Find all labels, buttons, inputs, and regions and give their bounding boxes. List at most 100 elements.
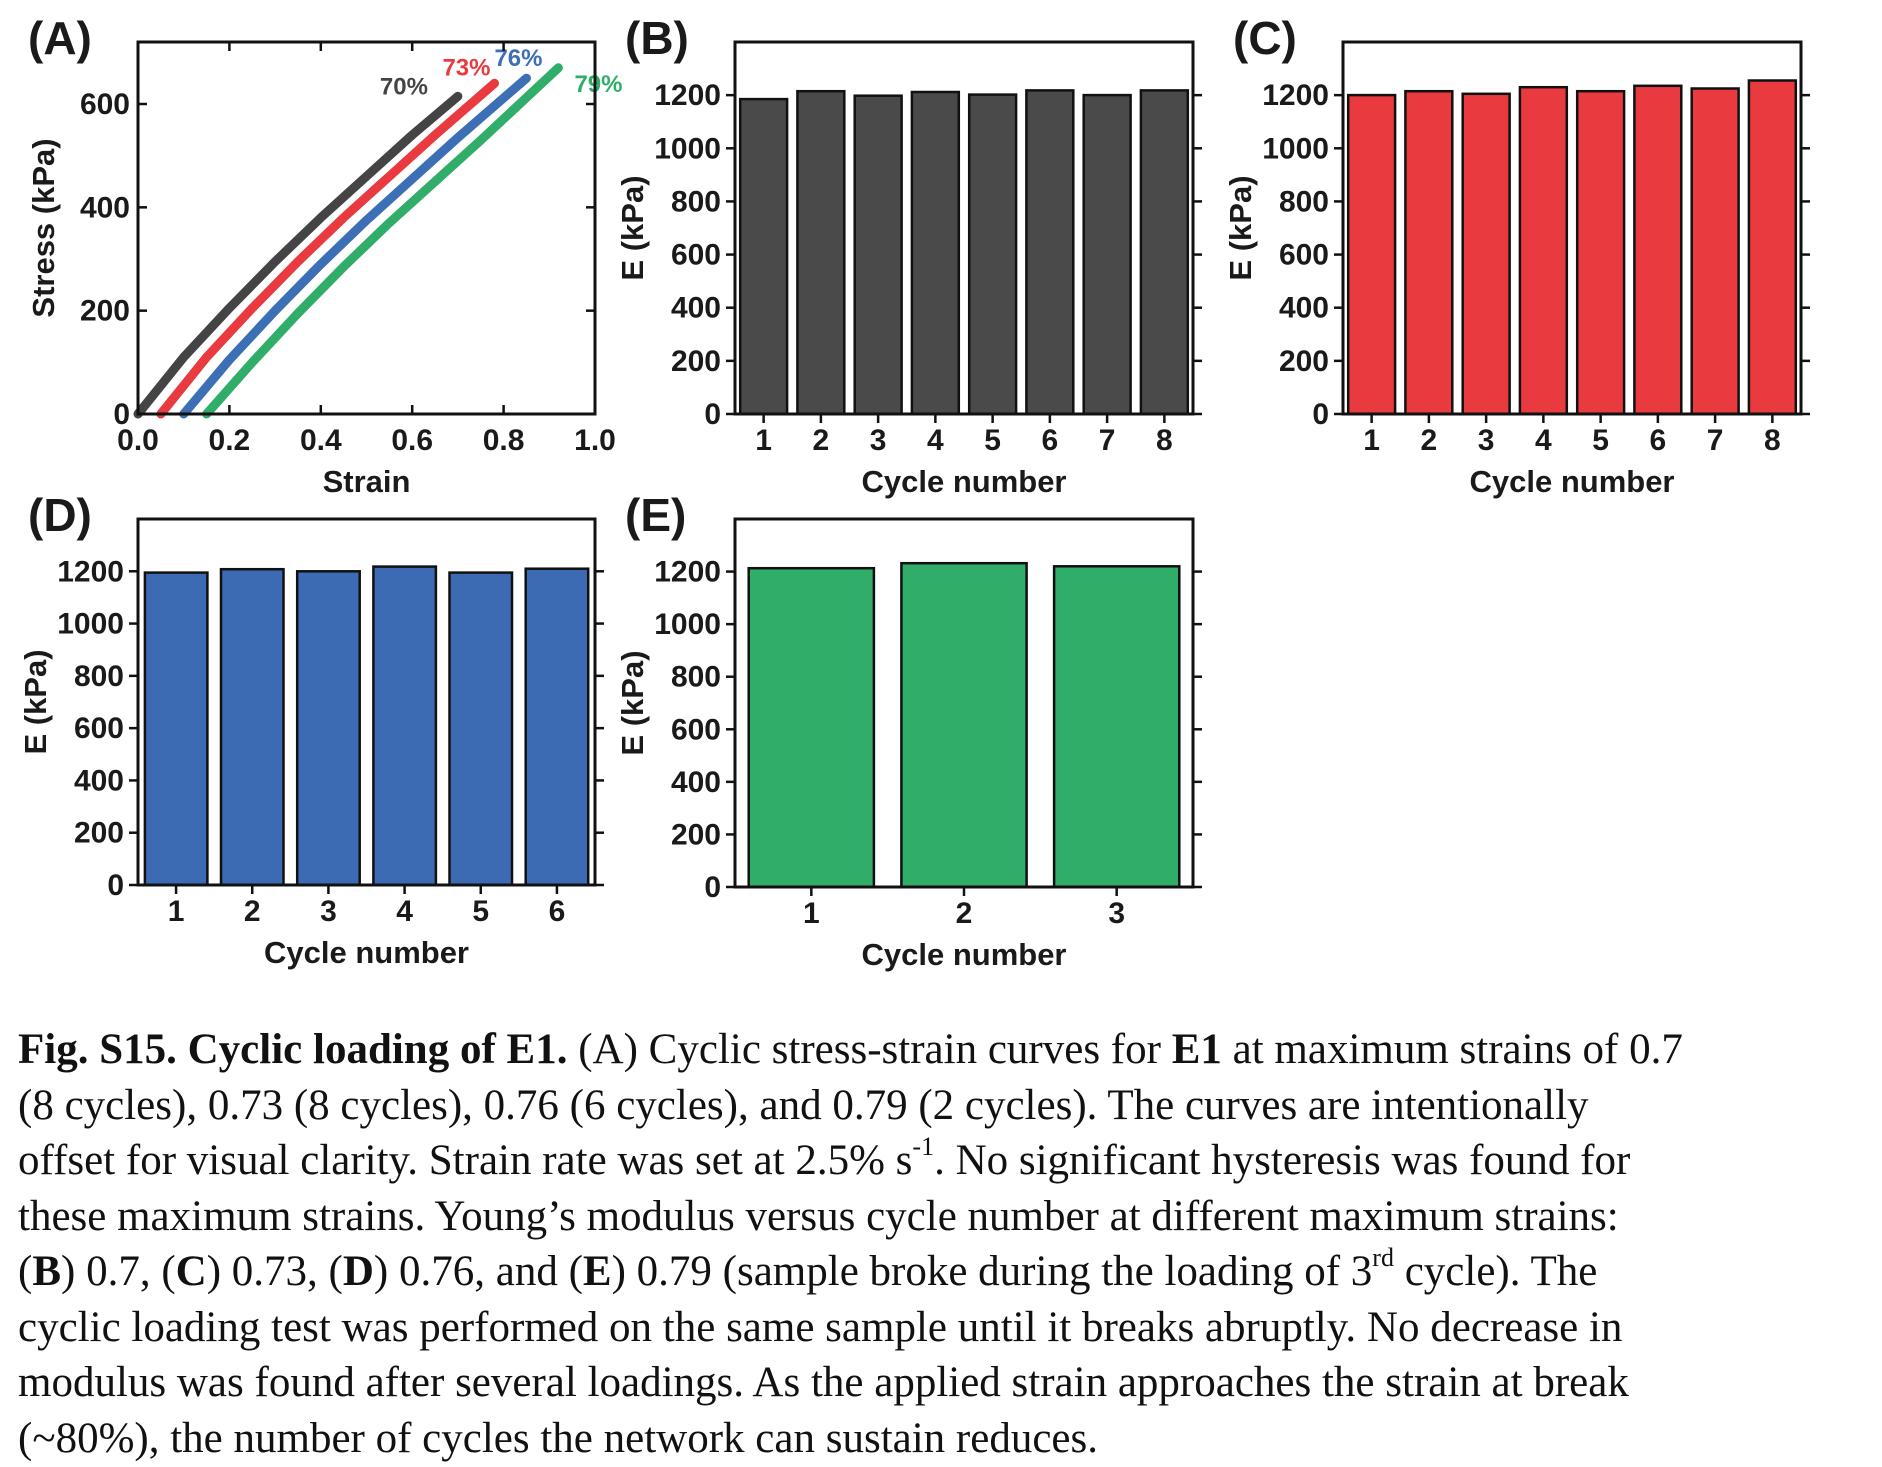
series-line-70pct bbox=[133, 91, 463, 419]
series-label: 70% bbox=[380, 73, 428, 100]
panel-a: (A) 70% 73% 76% 79% 0.0 0.2 0.4 0.6 0.8 1.0 0 200 400… bbox=[26, 12, 622, 499]
plot-frame bbox=[1341, 40, 1803, 416]
caption-lead: Fig. S15. Cyclic loading of E1. bbox=[18, 1026, 568, 1073]
x-tick-label: 5 bbox=[472, 895, 489, 928]
bar-cycle-7 bbox=[1082, 93, 1132, 416]
panel-label: (D) bbox=[28, 489, 92, 541]
y-tick-label: 800 bbox=[1279, 185, 1329, 218]
x-tick-label: 1 bbox=[168, 895, 185, 928]
y-tick-label: 0 bbox=[1312, 398, 1329, 431]
bar-cycle-1 bbox=[738, 97, 789, 416]
bar-cycle-3 bbox=[853, 94, 903, 416]
bar-cycle-8 bbox=[1139, 89, 1190, 416]
x-tick-label: 1 bbox=[755, 424, 772, 457]
x-tick-label: 2 bbox=[1421, 424, 1438, 457]
series-line-73pct bbox=[156, 78, 499, 419]
caption-line-1: Fig. S15. Cyclic loading of E1. (A) Cycl… bbox=[18, 1026, 1683, 1073]
y-tick-label: 600 bbox=[80, 88, 130, 121]
y-tick-label: 1000 bbox=[654, 132, 721, 165]
y-tick-label: 1200 bbox=[654, 556, 721, 589]
y-tick-label: 400 bbox=[80, 191, 130, 224]
y-tick-label: 600 bbox=[671, 239, 721, 272]
x-tick-label: 4 bbox=[396, 895, 413, 928]
series-line-79pct bbox=[202, 63, 563, 419]
y-tick-label: 800 bbox=[671, 185, 721, 218]
x-tick-label: 7 bbox=[1099, 424, 1116, 457]
x-tick-label: 0.6 bbox=[391, 424, 433, 457]
caption-line-5: (B) 0.7, (C) 0.73, (D) 0.76, and (E) 0.7… bbox=[18, 1242, 1598, 1295]
y-tick-label: 200 bbox=[80, 295, 130, 328]
x-axis-title: Cycle number bbox=[861, 937, 1066, 972]
panel-label: (A) bbox=[28, 12, 92, 64]
x-tick-label: 3 bbox=[870, 424, 887, 457]
x-tick-label: 8 bbox=[1156, 424, 1173, 457]
y-tick-label: 200 bbox=[671, 818, 721, 851]
y-axis-title: E (kPa) bbox=[615, 650, 650, 755]
caption-line-3: offset for visual clarity. Strain rate w… bbox=[18, 1131, 1631, 1184]
caption-line-6: cyclic loading test was performed on the… bbox=[18, 1303, 1623, 1351]
x-tick-label: 0.2 bbox=[209, 424, 251, 457]
x-tick-label: 3 bbox=[320, 895, 337, 928]
bar-cycle-2 bbox=[1404, 89, 1454, 416]
x-tick-label: 2 bbox=[244, 895, 261, 928]
y-axis-title: E (kPa) bbox=[615, 175, 650, 280]
plot-frame bbox=[733, 517, 1195, 889]
y-tick-label: 600 bbox=[671, 713, 721, 746]
bar-cycle-6 bbox=[524, 567, 590, 887]
y-tick-label: 400 bbox=[1279, 292, 1329, 325]
bar-cycle-4 bbox=[1518, 85, 1569, 416]
series-line-76pct bbox=[179, 73, 531, 419]
panel-label: (E) bbox=[625, 489, 686, 541]
x-axis-title: Cycle number bbox=[1469, 464, 1674, 499]
bar-cycle-5 bbox=[1575, 89, 1626, 416]
y-tick-label: 400 bbox=[671, 292, 721, 325]
y-tick-label: 200 bbox=[74, 817, 124, 850]
bar-cycle-5 bbox=[967, 93, 1018, 416]
figure-panels: (A)70%73% 76%79%0.0 0.2 0.4 0.6 0.8 1.00200400… bbox=[18, 12, 1810, 972]
x-axis-title: Cycle number bbox=[264, 935, 469, 970]
series-label: 73% bbox=[442, 54, 490, 81]
y-tick-label: 0 bbox=[113, 398, 130, 431]
series-label: 79% bbox=[574, 71, 622, 98]
y-axis-title: Stress (kPa) bbox=[26, 138, 61, 317]
y-axis-title: E (kPa) bbox=[1223, 175, 1258, 280]
y-tick-label: 200 bbox=[1279, 345, 1329, 378]
x-tick-label: 1 bbox=[1363, 424, 1380, 457]
plot-frame bbox=[136, 40, 597, 416]
caption-line-4: these maximum strains. Young’s modulus v… bbox=[18, 1192, 1619, 1240]
x-tick-label: 5 bbox=[1592, 424, 1609, 457]
panel-c: (C) 1 2 3 4 5 6 7 8 0 200 400 600 800 1000 1200 Cycle nu… bbox=[1223, 12, 1810, 499]
panel-d: (D) 1 2 3 4 5 6 0 200 400 600 800 1000 1200 Cycle numb… bbox=[18, 489, 604, 970]
bar-cycle-5 bbox=[448, 571, 514, 887]
bar-cycle-2 bbox=[900, 561, 1028, 889]
series-label: 76% bbox=[494, 45, 542, 72]
x-tick-label: 1 bbox=[803, 897, 820, 930]
x-tick-label: 6 bbox=[1042, 424, 1059, 457]
plot-frame bbox=[733, 40, 1195, 416]
panel-b: (B) 1 2 3 4 5 6 7 8 0 200 400 600 800 1000 1200 Cycle nu… bbox=[615, 12, 1202, 499]
x-tick-label: 6 bbox=[1650, 424, 1667, 457]
x-tick-label: 3 bbox=[1478, 424, 1495, 457]
x-tick-label: 6 bbox=[549, 895, 566, 928]
bar-cycle-6 bbox=[1025, 89, 1075, 416]
y-tick-label: 400 bbox=[671, 766, 721, 799]
x-tick-label: 0.4 bbox=[300, 424, 342, 457]
y-tick-label: 0 bbox=[704, 398, 721, 431]
y-tick-label: 800 bbox=[74, 660, 124, 693]
bar-cycle-2 bbox=[796, 89, 846, 416]
x-tick-label: 2 bbox=[813, 424, 830, 457]
x-tick-label: 4 bbox=[1535, 424, 1552, 457]
caption-line-8: (~80%), the number of cycles the network… bbox=[18, 1414, 1098, 1462]
bar-cycle-1 bbox=[1346, 93, 1397, 416]
caption-line-7: modulus was found after several loadings… bbox=[18, 1359, 1629, 1406]
x-tick-label: 4 bbox=[927, 424, 944, 457]
y-tick-label: 0 bbox=[704, 871, 721, 904]
y-tick-label: 1000 bbox=[654, 608, 721, 641]
y-tick-label: 1000 bbox=[1262, 132, 1329, 165]
x-tick-label: 1.0 bbox=[574, 424, 616, 457]
x-tick-label: 8 bbox=[1764, 424, 1781, 457]
y-tick-label: 1200 bbox=[654, 79, 721, 112]
bar-cycle-4 bbox=[910, 90, 961, 416]
bar-cycle-3 bbox=[295, 570, 361, 887]
panel-label: (C) bbox=[1233, 12, 1297, 64]
